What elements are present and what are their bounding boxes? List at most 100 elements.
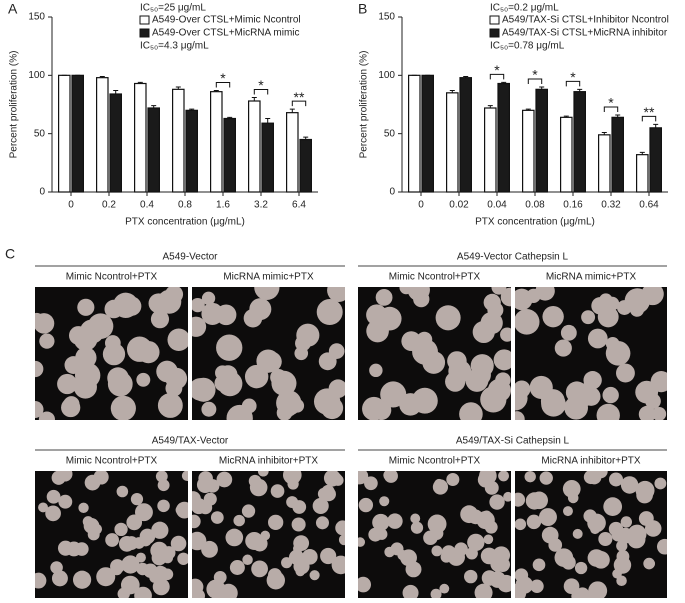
cell	[515, 518, 527, 531]
significance-label: *	[220, 70, 226, 86]
cell	[281, 557, 293, 569]
cell	[446, 473, 460, 487]
significance-bracket	[291, 100, 307, 107]
significance-bracket	[253, 89, 269, 95]
cell	[431, 545, 443, 557]
cell	[364, 476, 378, 491]
legend-swatch	[489, 28, 500, 38]
cell	[270, 484, 285, 498]
bar	[497, 82, 510, 193]
significance-label: *	[258, 77, 264, 93]
cell	[229, 560, 245, 576]
error-bar	[563, 115, 569, 118]
cell	[201, 302, 224, 325]
bar	[459, 77, 472, 193]
cell	[196, 476, 214, 493]
cell	[410, 513, 421, 524]
cell	[591, 297, 609, 315]
cell	[503, 491, 511, 502]
cell	[130, 493, 144, 506]
cell	[157, 479, 170, 492]
cell	[64, 356, 83, 374]
cell	[335, 520, 345, 536]
cell	[498, 471, 510, 482]
cell	[616, 540, 628, 552]
image-label: Mimic Ncontrol+PTX	[389, 456, 481, 467]
bar	[611, 116, 624, 193]
bar	[172, 88, 185, 193]
x-tick-label: 1.6	[216, 200, 230, 211]
cell	[249, 298, 272, 321]
bar	[210, 91, 223, 193]
cell	[430, 588, 442, 598]
cell	[644, 520, 662, 537]
error-bar	[577, 88, 583, 92]
annotation: IC₅₀=25 μg/mL	[140, 3, 206, 14]
cell	[609, 472, 624, 487]
cell	[157, 393, 183, 418]
cell	[157, 499, 170, 513]
cell	[445, 371, 466, 392]
cell	[113, 292, 139, 319]
cell	[423, 530, 438, 546]
cell	[107, 371, 133, 397]
cell	[526, 514, 542, 530]
cell	[532, 558, 546, 572]
x-axis-label: PTX concentration (μg/mL)	[125, 217, 245, 228]
bar	[597, 134, 611, 193]
significance-label: *	[494, 62, 500, 78]
cell	[387, 513, 403, 529]
cell	[358, 537, 366, 547]
cell	[328, 379, 345, 399]
y-tick-label: 100	[28, 70, 45, 81]
annotation: IC₅₀=4.3 μg/mL	[140, 41, 209, 52]
cell	[116, 485, 129, 498]
bar	[573, 91, 586, 193]
cell	[63, 396, 80, 413]
cell	[282, 471, 302, 485]
group-title: A549-Vector	[162, 252, 218, 263]
cell	[583, 370, 602, 390]
panel-label: A	[8, 1, 18, 17]
x-tick-label: 3.2	[254, 200, 268, 211]
cell	[105, 533, 119, 547]
cell	[177, 552, 188, 565]
cell	[276, 404, 293, 420]
significance-label: *	[570, 69, 576, 85]
cell	[51, 471, 66, 485]
cell	[410, 521, 424, 534]
significance-bracket	[527, 78, 543, 84]
cell	[416, 331, 433, 348]
cell	[495, 372, 511, 388]
cell	[560, 324, 577, 341]
cell	[51, 570, 68, 587]
cell	[170, 535, 187, 552]
panel-label: B	[358, 1, 367, 17]
cell	[492, 546, 511, 564]
significance-bracket	[489, 73, 505, 80]
cell	[102, 343, 126, 366]
cell	[484, 480, 499, 495]
y-axis-label: Percent proliferation (%)	[9, 51, 20, 159]
bar	[421, 74, 434, 193]
x-tick-label: 0.8	[178, 200, 192, 211]
x-tick-label: 0.04	[487, 200, 507, 211]
cell	[524, 471, 536, 483]
cell	[216, 471, 233, 488]
legend-swatch	[139, 15, 150, 25]
image-label: Mimic Ncontrol+PTX	[66, 272, 158, 283]
bar	[299, 138, 312, 193]
cell	[45, 505, 61, 522]
cell	[291, 517, 306, 532]
cell	[484, 520, 498, 534]
cell	[465, 547, 478, 560]
x-tick-label: 0.64	[639, 200, 659, 211]
cell	[491, 287, 507, 295]
y-tick-label: 0	[39, 187, 45, 198]
cell	[152, 578, 170, 596]
cell	[620, 476, 639, 494]
significance-bracket	[641, 115, 657, 122]
group-title: A549/TAX-Si Cathepsin L	[456, 436, 570, 447]
cell	[542, 305, 564, 328]
